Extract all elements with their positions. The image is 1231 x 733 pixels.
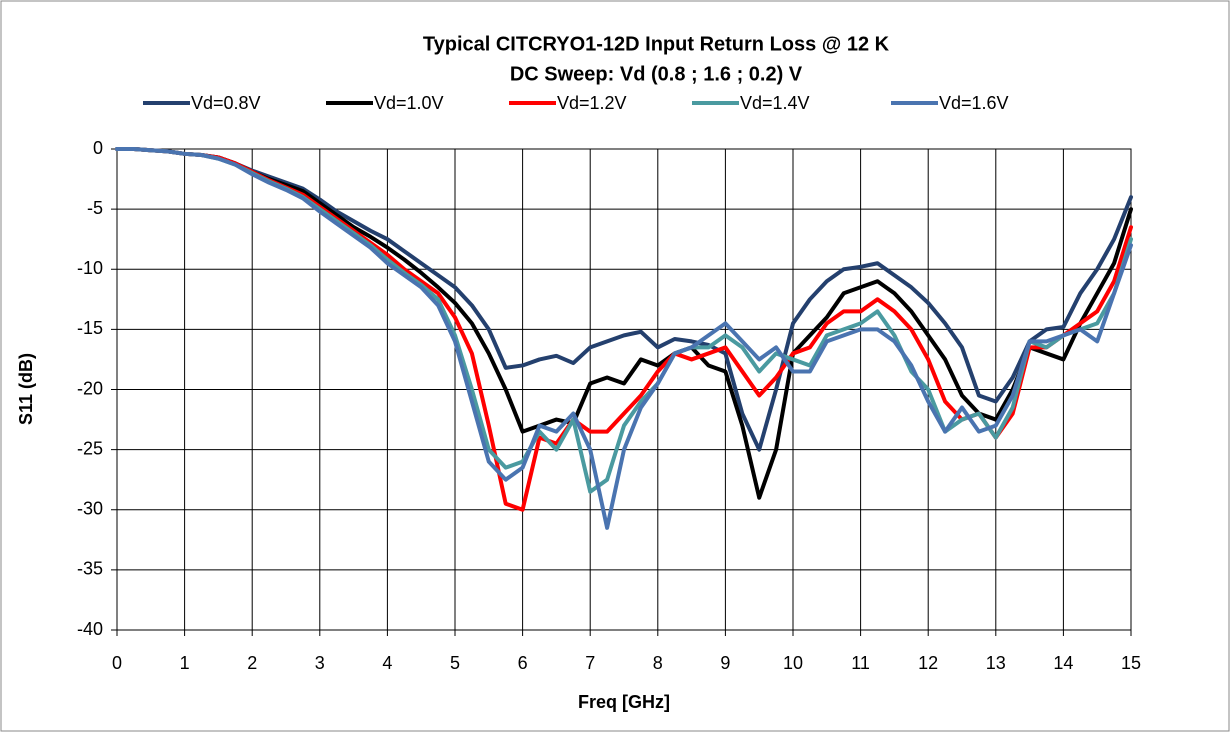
x-tick-label: 0: [112, 653, 122, 673]
series-line: [115, 147, 1133, 530]
x-tick-label: 1: [180, 653, 190, 673]
y-tick-label: -15: [77, 318, 103, 338]
y-tick-label: -20: [77, 378, 103, 398]
chart-subtitle: DC Sweep: Vd (0.8 ; 1.6 ; 0.2) V: [510, 63, 803, 85]
y-tick-label: -10: [77, 258, 103, 278]
y-tick-label: -25: [77, 438, 103, 458]
x-tick-label: 9: [720, 653, 730, 673]
x-tick-label: 15: [1121, 653, 1141, 673]
series-line: [115, 147, 1133, 452]
legend-label: Vd=0.8V: [191, 93, 261, 113]
x-tick-label: 14: [1053, 653, 1073, 673]
x-tick-label: 6: [518, 653, 528, 673]
x-tick-label: 8: [653, 653, 663, 673]
y-axis-label: S11 (dB): [16, 353, 36, 425]
y-tick-label: 0: [93, 138, 103, 158]
chart-title: Typical CITCRYO1-12D Input Return Loss @…: [423, 33, 890, 55]
x-tick-label: 4: [382, 653, 392, 673]
legend-label: Vd=1.0V: [374, 93, 444, 113]
legend-label: Vd=1.6V: [939, 93, 1009, 113]
plot-frame: [116, 148, 1132, 631]
x-axis-label: Freq [GHz]: [578, 692, 670, 712]
x-tick-label: 5: [450, 653, 460, 673]
x-tick-label: 2: [247, 653, 257, 673]
y-tick-label: -40: [77, 619, 103, 639]
y-tick-label: -30: [77, 499, 103, 519]
legend-label: Vd=1.4V: [740, 93, 810, 113]
x-tick-label: 11: [851, 653, 870, 673]
x-tick-label: 12: [918, 653, 938, 673]
x-tick-label: 7: [585, 653, 595, 673]
y-tick-label: -5: [87, 198, 103, 218]
x-tick-label: 10: [783, 653, 803, 673]
legend-label: Vd=1.2V: [557, 93, 627, 113]
series-line: [115, 147, 1133, 500]
x-tick-label: 13: [986, 653, 1006, 673]
x-tick-label: 3: [315, 653, 325, 673]
y-tick-label: -35: [77, 559, 103, 579]
